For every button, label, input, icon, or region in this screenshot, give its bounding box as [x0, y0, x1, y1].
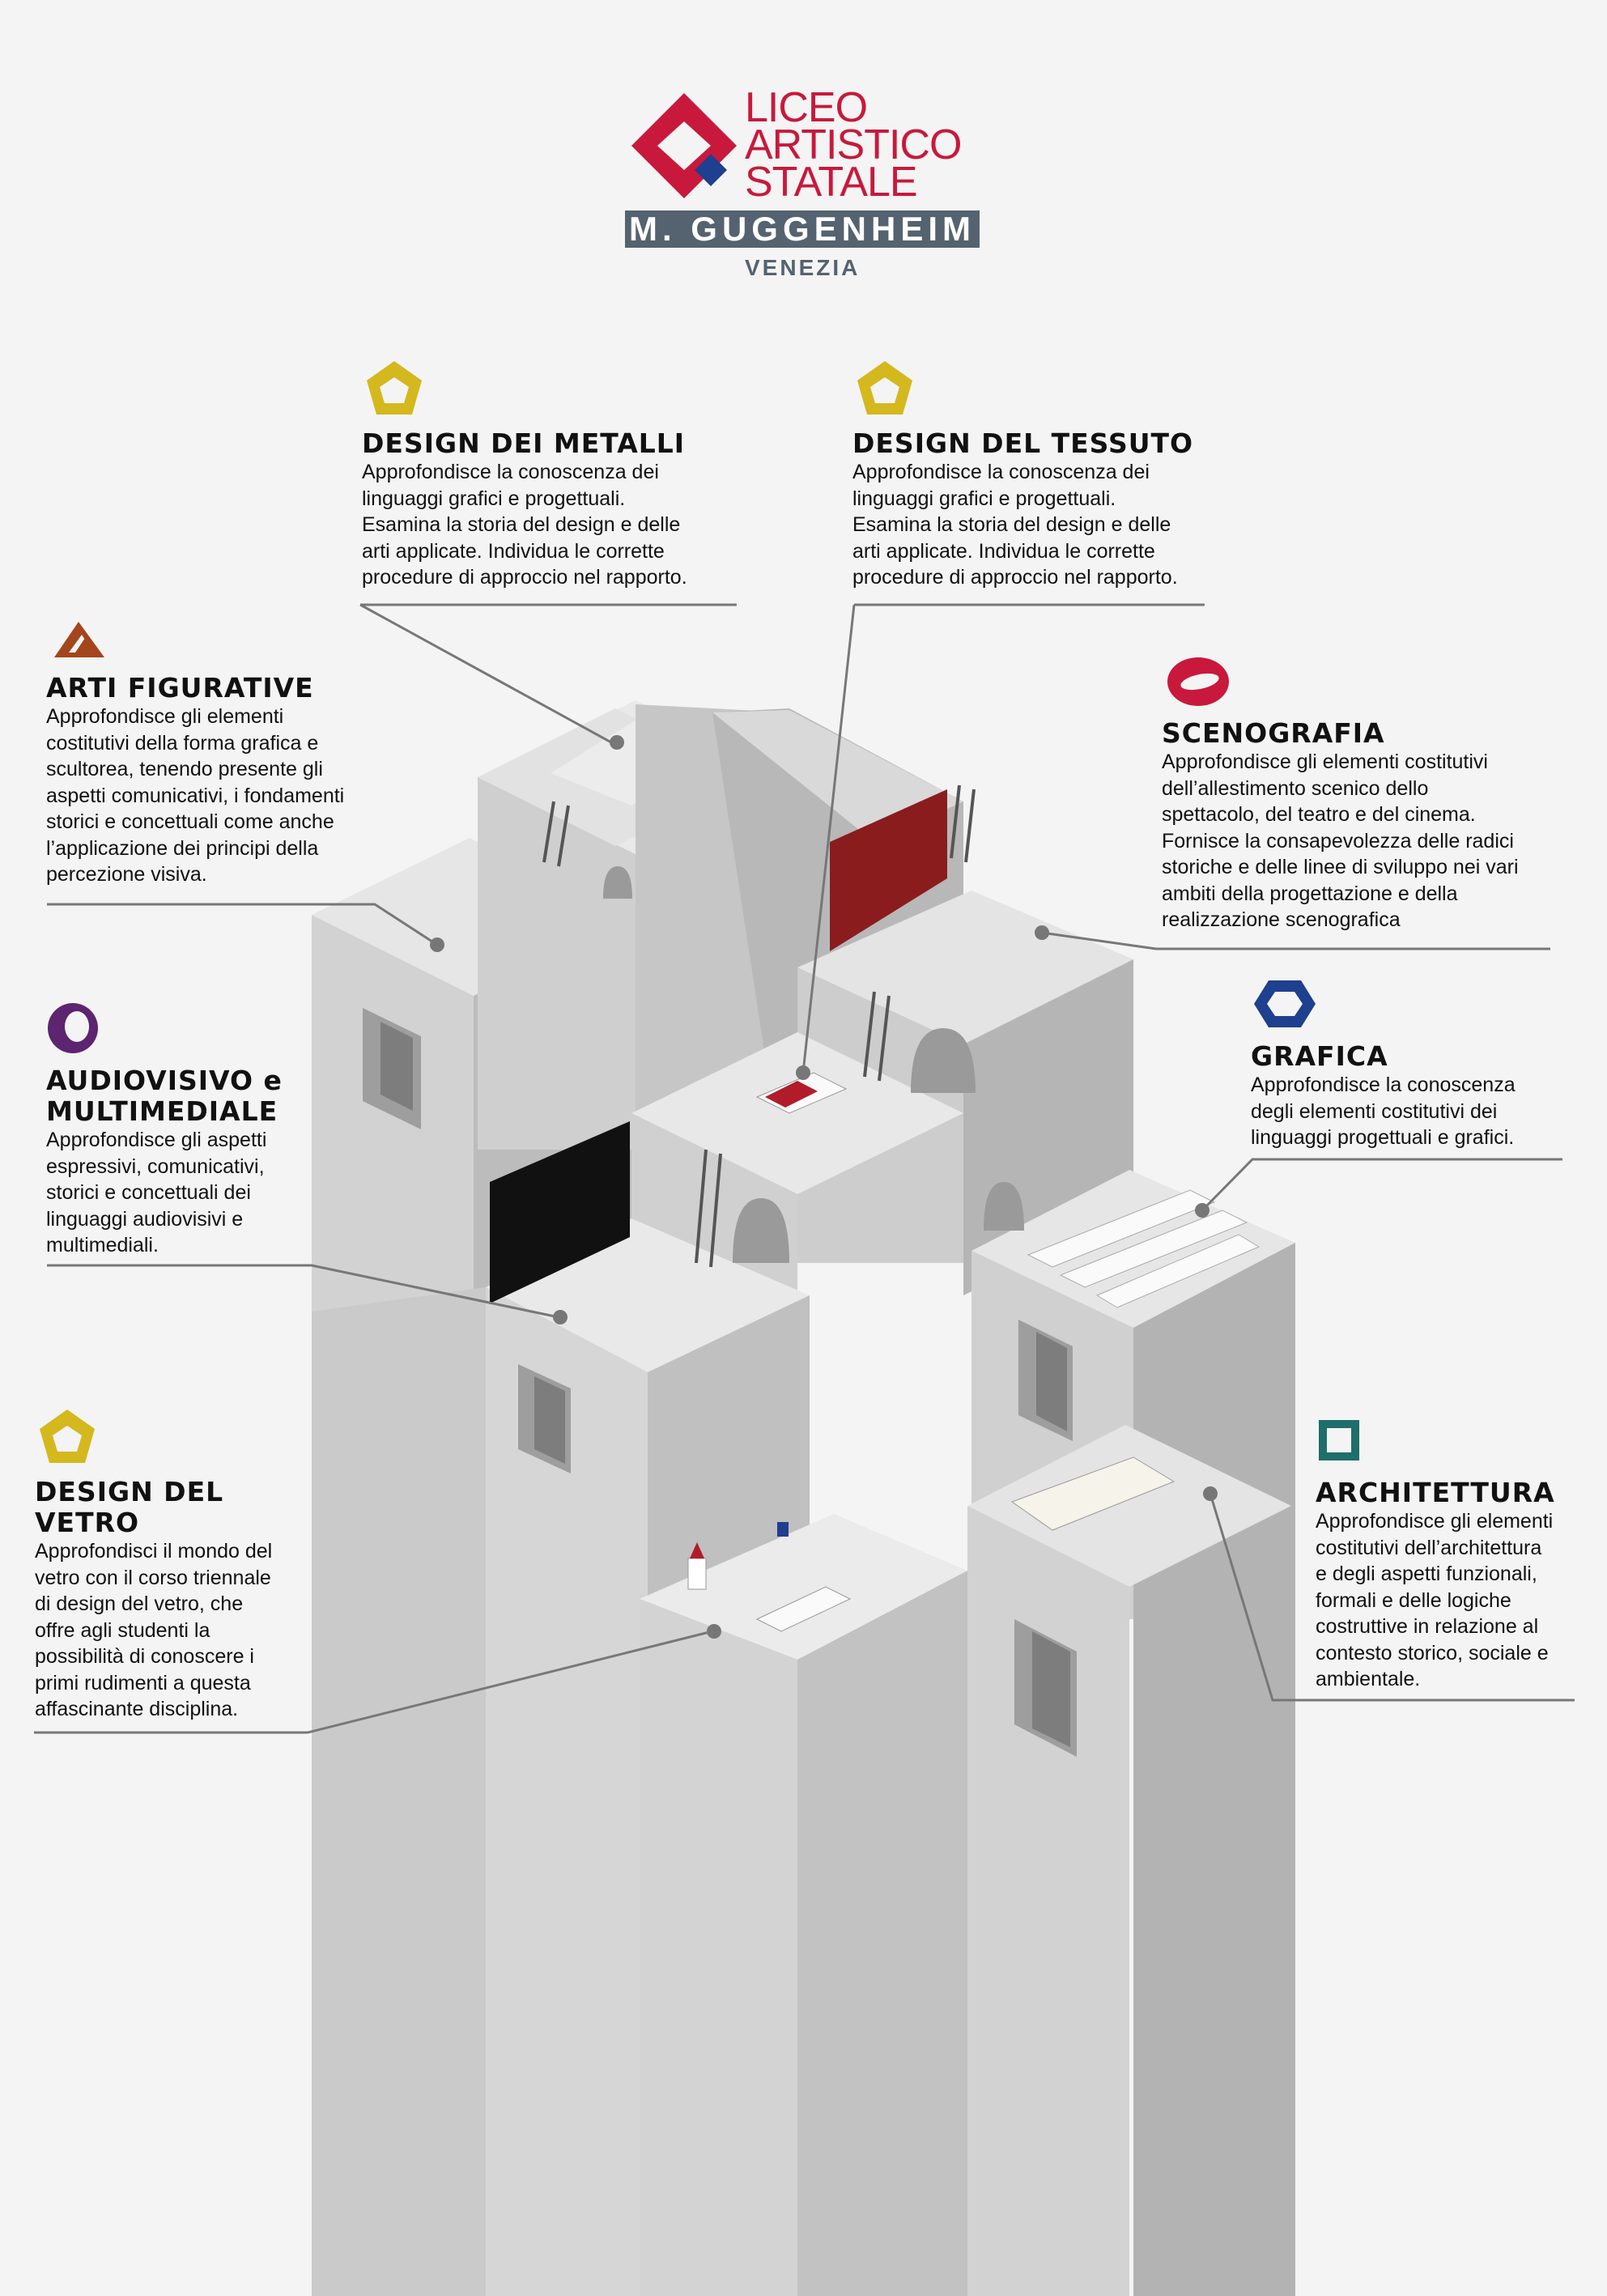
section-text: Approfondisce gli elementi costitutivi d… [1316, 1510, 1554, 1690]
section-title: ARTI FIGURATIVE [46, 672, 314, 704]
teal-square-icon [1319, 1420, 1359, 1461]
section-design-metalli: DESIGN DEI METALLI Approfondisce la cono… [362, 356, 750, 591]
section-title: ARCHITETTURA [1316, 1477, 1555, 1508]
brown-triangle-icon [54, 622, 104, 657]
blue-hexagon-icon [1254, 980, 1316, 1027]
section-title: AUDIOVISIVO e MULTIMEDIALE [46, 1065, 283, 1127]
section-text: Approfondisce gli elementi costitutivi d… [1162, 750, 1519, 931]
logo-line2: ARTISTICO [745, 121, 962, 168]
purple-circle-icon [48, 1003, 98, 1053]
section-design-vetro: DESIGN DEL VETRO Approfondisci il mondo … [35, 1405, 359, 1723]
yellow-pentagon-icon [40, 1409, 95, 1463]
section-title: GRAFICA [1251, 1040, 1388, 1072]
section-title: DESIGN DEI METALLI [362, 427, 686, 459]
red-ring-icon [1167, 657, 1229, 706]
logo-band: M. GUGGENHEIM [625, 210, 980, 248]
section-title: DESIGN DEL TESSUTO [852, 427, 1194, 459]
section-title: DESIGN DEL VETRO [35, 1476, 224, 1538]
section-text: Approfondisce gli elementi costitutivi d… [46, 705, 345, 886]
section-text: Approfondisce la conoscenza dei linguagg… [362, 461, 687, 589]
logo-diamond-icon [631, 93, 737, 198]
section-text: Approfondisce la conoscenza dei linguagg… [852, 461, 1178, 589]
section-design-tessuto: DESIGN DEL TESSUTO Approfondisce la cono… [852, 356, 1241, 591]
section-audiovisivo: AUDIOVISIVO e MULTIMEDIALE Approfondisce… [46, 1000, 354, 1259]
section-text: Approfondisce gli aspetti espressivi, co… [46, 1129, 267, 1256]
section-architettura: ARCHITETTURA Approfondisce gli elementi … [1316, 1417, 1607, 1693]
yellow-pentagon-icon [367, 361, 422, 415]
logo-city: VENEZIA [745, 255, 861, 280]
section-text: Approfondisci il mondo del vetro con il … [35, 1540, 273, 1720]
section-scenografia: SCENOGRAFIA Approfondisce gli elementi c… [1162, 648, 1583, 933]
school-logo: LICEO ARTISTICO STATALE M. GUGGENHEIM VE… [623, 84, 980, 283]
logo-line3: STATALE [745, 159, 918, 206]
yellow-pentagon-icon [857, 361, 912, 415]
logo-line1: LICEO [745, 84, 868, 131]
section-grafica: GRAFICA Approfondisce la conoscenza degl… [1251, 976, 1591, 1151]
section-text: Approfondisce la conoscenza degli elemen… [1251, 1074, 1516, 1149]
section-title: SCENOGRAFIA [1162, 717, 1385, 749]
section-arti-figurative: ARTI FIGURATIVE Approfondisce gli elemen… [46, 615, 386, 888]
